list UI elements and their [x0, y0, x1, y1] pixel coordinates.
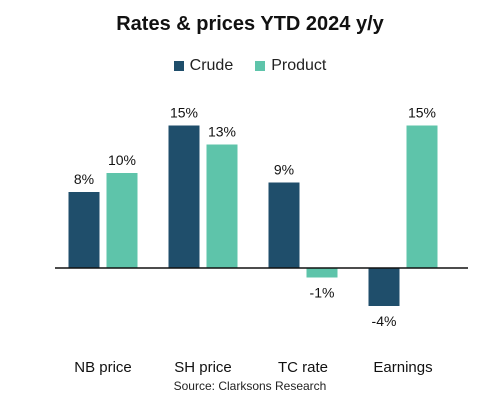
data-label-crude-earnings: -4%	[372, 313, 397, 329]
chart-legend: Crude Product	[0, 57, 500, 75]
bar-product-sh-price	[206, 144, 238, 268]
source-note: Source: Clarksons Research	[173, 379, 327, 393]
bar-product-tc-rate	[306, 268, 338, 278]
category-label-tc-rate: TC rate	[278, 359, 328, 376]
data-label-product-nb-price: 10%	[108, 152, 136, 168]
data-label-product-sh-price: 13%	[208, 124, 236, 140]
legend-label-product: Product	[271, 57, 327, 74]
bar-crude-nb-price	[68, 192, 100, 268]
category-label-sh-price: SH price	[174, 359, 232, 376]
legend-swatch-product	[255, 61, 266, 71]
chart-title: Rates & prices YTD 2024 y/y	[116, 13, 384, 35]
legend-label-crude: Crude	[189, 57, 234, 74]
data-label-product-tc-rate: -1%	[310, 285, 335, 301]
data-label-crude-sh-price: 15%	[170, 105, 198, 121]
bar-crude-sh-price	[168, 125, 200, 268]
category-label-nb-price: NB price	[74, 359, 132, 376]
legend-swatch-crude	[173, 61, 184, 71]
bar-crude-earnings	[368, 268, 400, 306]
category-label-earnings: Earnings	[373, 359, 432, 376]
data-label-crude-tc-rate: 9%	[274, 162, 294, 178]
legend-item-product: Product	[255, 57, 326, 75]
bar-product-nb-price	[106, 173, 138, 268]
legend-item-crude: Crude	[173, 57, 234, 75]
bar-product-earnings	[406, 125, 438, 268]
data-label-product-earnings: 15%	[408, 105, 436, 121]
bar-crude-tc-rate	[268, 182, 300, 268]
data-label-crude-nb-price: 8%	[74, 171, 94, 187]
